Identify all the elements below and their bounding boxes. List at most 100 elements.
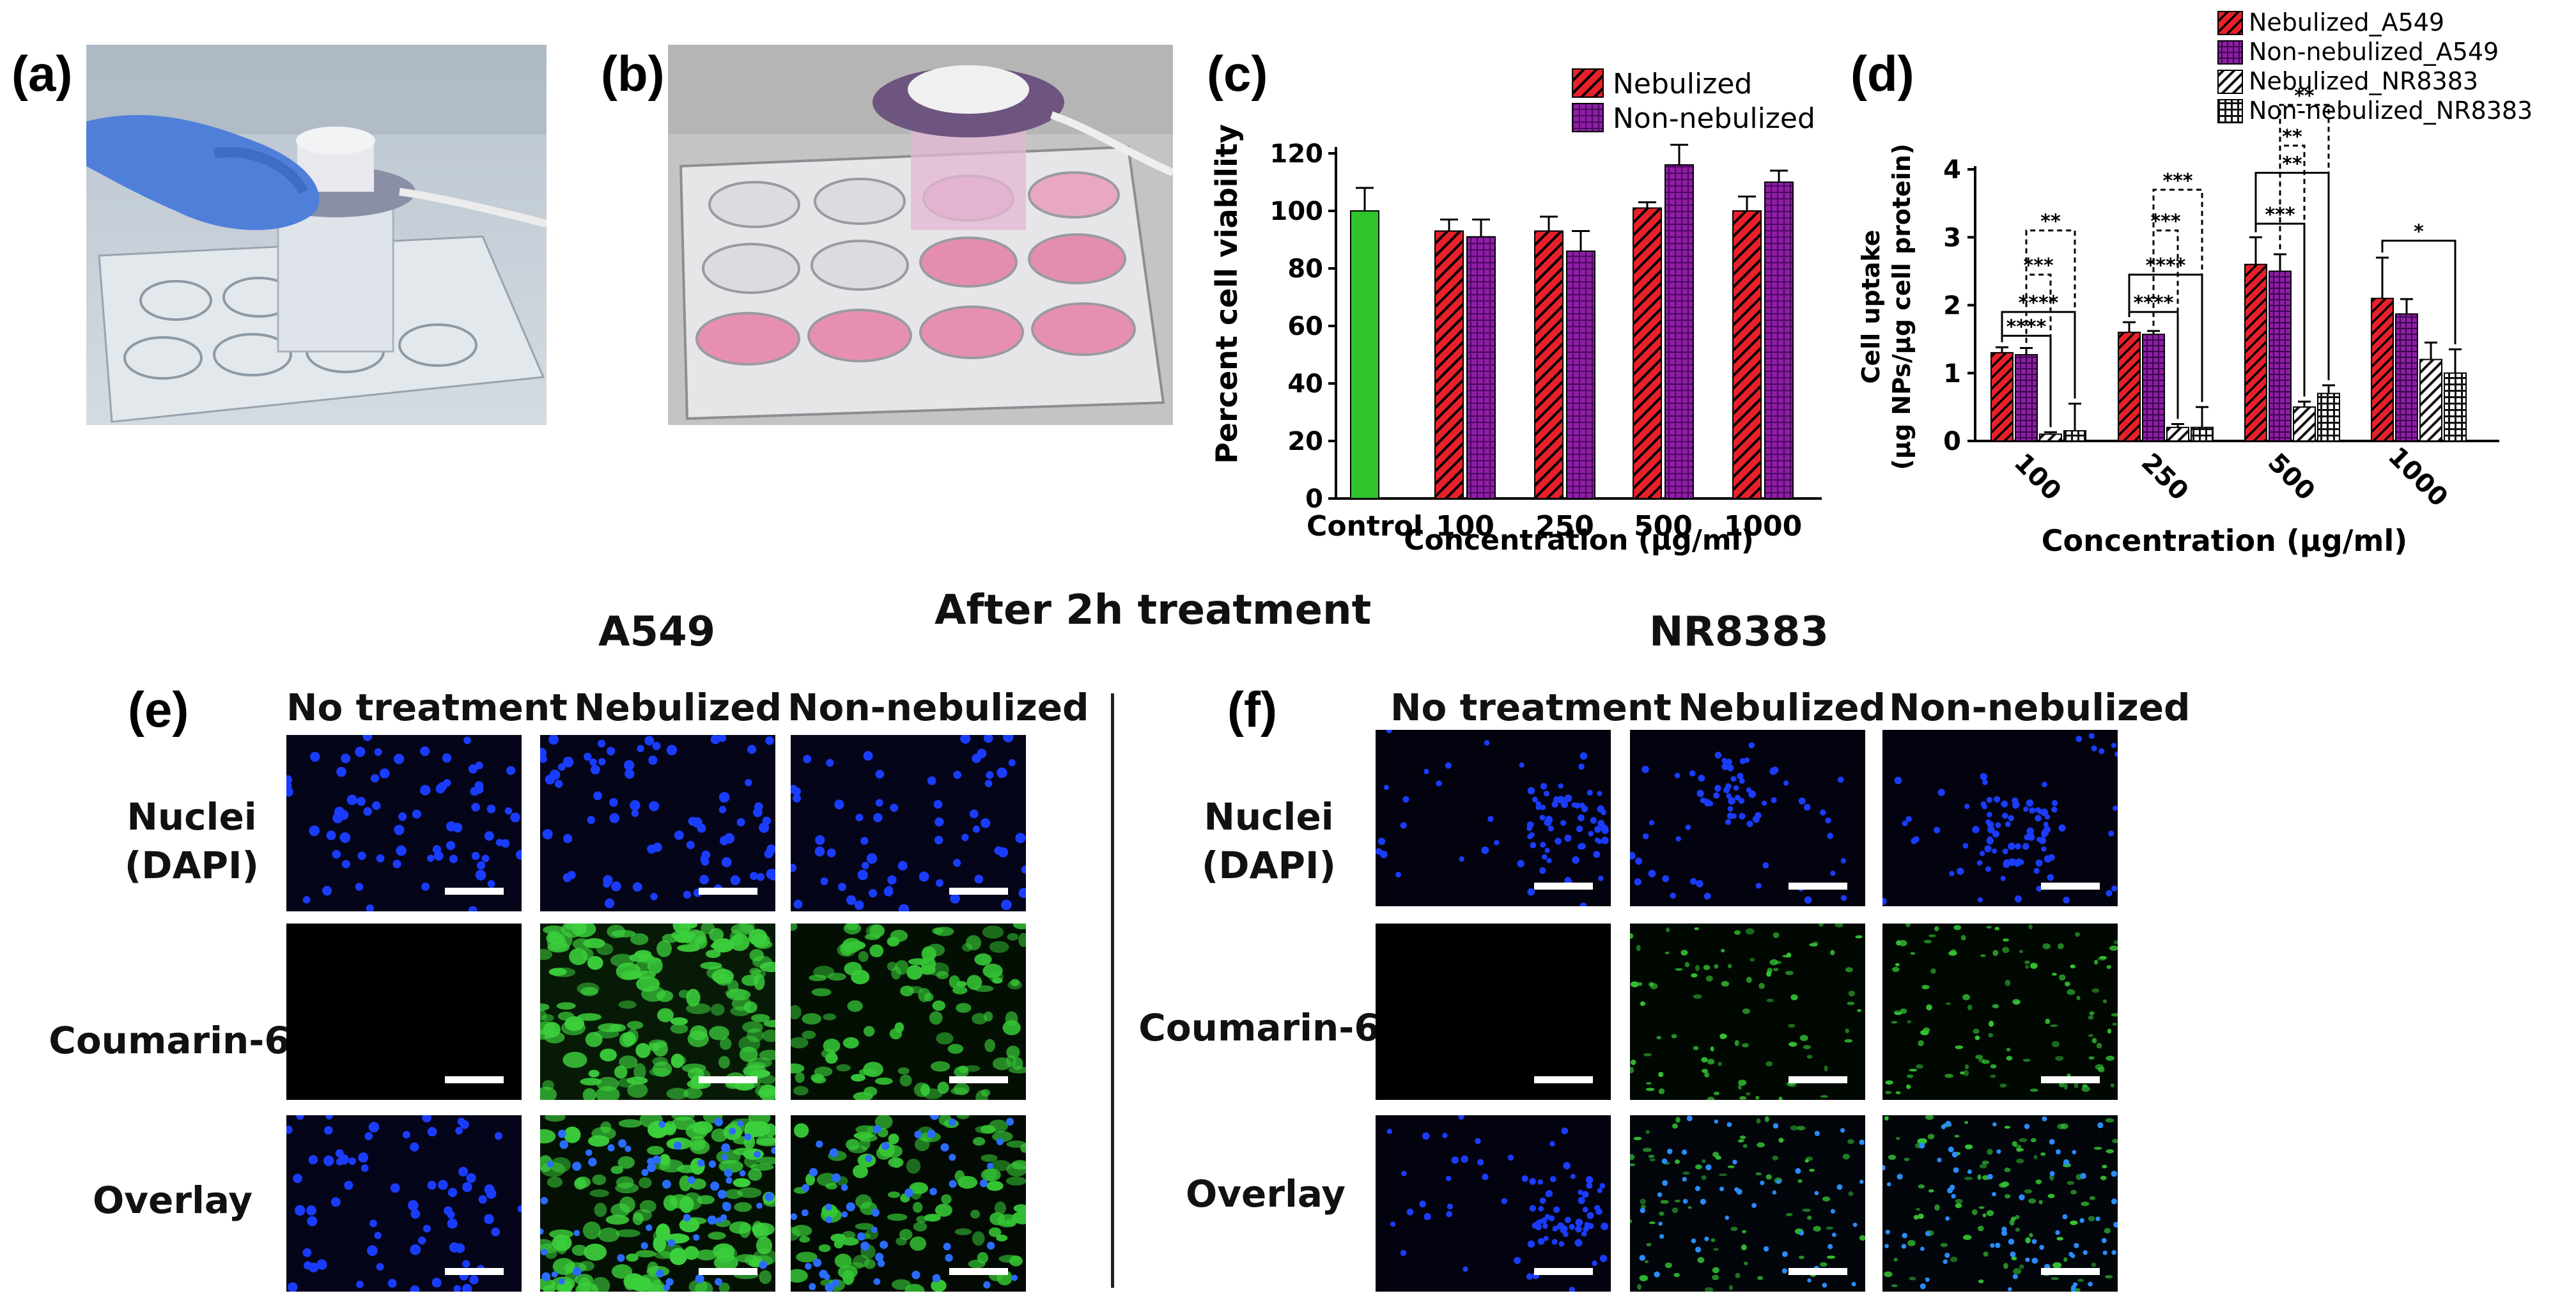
coumarin-signal	[1712, 1267, 1719, 1274]
nucleus-dot	[912, 1271, 920, 1279]
nucleus-dot	[563, 756, 574, 768]
nucleus-dot	[2051, 800, 2058, 807]
nucleus-dot	[603, 880, 611, 888]
coumarin-signal	[594, 1029, 619, 1039]
nucleus-dot	[1987, 1173, 1993, 1180]
coumarin-signal	[679, 924, 698, 929]
nucleus-dot	[883, 887, 894, 897]
coumarin-signal	[989, 941, 1009, 953]
nucleus-dot	[2111, 1198, 2118, 1205]
coumarin-signal	[989, 1160, 1011, 1171]
coumarin-signal	[799, 1236, 811, 1243]
nucleus-dot	[1762, 862, 1769, 869]
nucleus-dot	[972, 825, 981, 833]
nucleus-dot	[1827, 1244, 1833, 1249]
nucleus-dot	[1581, 1191, 1589, 1198]
coumarin-signal	[670, 1023, 688, 1034]
coumarin-signal	[1659, 1211, 1664, 1216]
scale-bar	[1788, 883, 1847, 890]
nucleus-dot	[1564, 794, 1572, 803]
nr8383-nuclei-nebulized-image	[1630, 730, 1865, 906]
nucleus-dot	[637, 745, 644, 753]
nucleus-dot	[1987, 836, 1993, 842]
coumarin-signal	[757, 1156, 775, 1165]
coumarin-signal	[2088, 1056, 2095, 1060]
coumarin-signal	[2067, 1180, 2074, 1186]
nucleus-dot	[2058, 824, 2066, 832]
nucleus-dot	[1544, 818, 1552, 826]
coumarin-signal	[690, 1140, 710, 1155]
coumarin-signal	[1988, 1021, 1994, 1027]
coumarin-signal	[754, 939, 773, 949]
coumarin-signal	[1645, 1087, 1655, 1092]
nucleus-dot	[792, 794, 802, 803]
nucleus-dot	[1738, 798, 1745, 804]
nucleus-dot	[1635, 857, 1643, 865]
chart-d-ytick-label: 2	[1943, 291, 1961, 321]
coumarin-signal	[1649, 1221, 1656, 1225]
nucleus-dot	[355, 746, 366, 757]
nucleus-dot	[431, 1278, 442, 1288]
nucleus-dot	[1814, 1131, 1820, 1136]
nucleus-dot	[1527, 833, 1533, 840]
coumarin-signal	[759, 961, 775, 973]
nucleus-dot	[640, 1242, 648, 1249]
nucleus-dot	[1376, 848, 1383, 855]
nucleus-dot	[1586, 1182, 1593, 1189]
nucleus-dot	[1401, 1170, 1407, 1177]
coumarin-signal	[2019, 1264, 2024, 1269]
nucleus-dot	[1537, 1179, 1544, 1185]
coumarin-signal	[2002, 947, 2010, 954]
nucleus-dot	[665, 1278, 674, 1286]
nucleus-dot	[484, 1214, 494, 1225]
nucleus-dot	[1901, 1244, 1907, 1249]
coumarin-signal	[852, 1164, 869, 1179]
coumarin-signal	[2060, 1123, 2068, 1129]
coumarin-signal	[647, 1261, 658, 1274]
coumarin-signal	[547, 1177, 563, 1188]
nucleus-dot	[1582, 1207, 1588, 1213]
nucleus-dot	[2088, 732, 2095, 739]
coumarin-signal	[1739, 1096, 1747, 1100]
coumarin-signal	[984, 1039, 996, 1053]
nucleus-dot	[1530, 842, 1537, 849]
coumarin-signal	[731, 996, 752, 1011]
nucleus-dot	[1739, 758, 1746, 764]
coumarin-signal	[550, 967, 576, 977]
nucleus-dot	[1597, 819, 1605, 827]
coumarin-signal	[1701, 1069, 1709, 1073]
coumarin-signal	[1923, 939, 1932, 944]
nucleus-dot	[325, 1115, 333, 1120]
nucleus-dot	[2012, 797, 2019, 804]
nucleus-dot	[750, 872, 758, 880]
nucleus-dot	[1682, 1198, 1688, 1204]
nucleus-dot	[302, 895, 311, 904]
nucleus-dot	[418, 1236, 426, 1245]
chart-d-sig-label: ***	[2162, 170, 2192, 192]
nucleus-dot	[1463, 1266, 1468, 1272]
nucleus-dot	[1553, 1206, 1560, 1213]
nucleus-dot	[1535, 805, 1541, 810]
nucleus-dot	[1882, 898, 1887, 905]
nucleus-dot	[871, 1226, 878, 1233]
nucleus-dot	[355, 883, 364, 891]
coumarin-signal	[688, 1279, 708, 1292]
coumarin-signal	[2075, 932, 2081, 937]
coumarin-signal	[690, 1025, 708, 1040]
coumarin-signal	[1674, 1200, 1680, 1203]
nucleus-dot	[1569, 1223, 1575, 1230]
coumarin-signal	[1967, 1004, 1973, 1010]
coumarin-signal	[1826, 1226, 1834, 1230]
coumarin-signal	[1682, 1171, 1690, 1175]
nucleus-dot	[476, 861, 486, 870]
coumarin-signal	[1896, 940, 1902, 946]
nucleus-dot	[344, 1180, 353, 1190]
coumarin-signal	[887, 961, 898, 971]
nucleus-dot	[1675, 836, 1681, 842]
coumarin-signal	[1921, 985, 1930, 990]
legend-label-non-nebulized: Non-nebulized	[1613, 102, 1815, 135]
coumarin-signal	[1907, 1020, 1912, 1024]
coumarin-signal	[1630, 933, 1633, 939]
coumarin-signal	[1953, 925, 1962, 931]
nucleus-dot	[462, 1182, 472, 1193]
